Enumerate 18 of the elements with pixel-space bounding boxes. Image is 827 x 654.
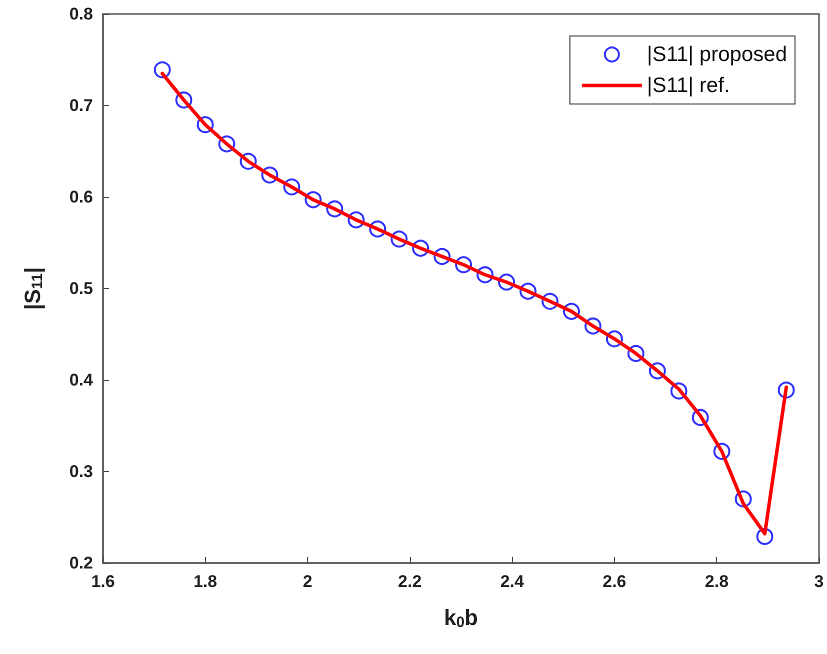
y-axis-title: |S11|	[20, 267, 46, 310]
x-tick-label: 1.6	[91, 572, 115, 591]
x-tick-label: 3	[814, 572, 824, 591]
y-tick-label: 0.4	[69, 370, 94, 390]
y-tick-label: 0.5	[69, 279, 93, 298]
y-tick-label: 0.3	[69, 462, 93, 481]
x-tick-label: 1.8	[193, 572, 218, 591]
x-tick-label: 2.2	[398, 572, 422, 591]
y-tick-label: 0.2	[69, 554, 93, 572]
legend-label: |S11| ref.	[646, 74, 730, 97]
x-tick-label: 2	[302, 572, 312, 591]
y-tick-label: 0.8	[69, 4, 93, 24]
y-tick-label: 0.7	[69, 96, 93, 115]
legend-label: |S11| proposed	[646, 43, 788, 66]
x-tick-label: 2.8	[704, 572, 729, 591]
y-tick-label: 0.6	[69, 188, 93, 206]
x-tick-label: 2.4	[500, 572, 524, 591]
x-tick-label: 2.6	[602, 572, 626, 591]
